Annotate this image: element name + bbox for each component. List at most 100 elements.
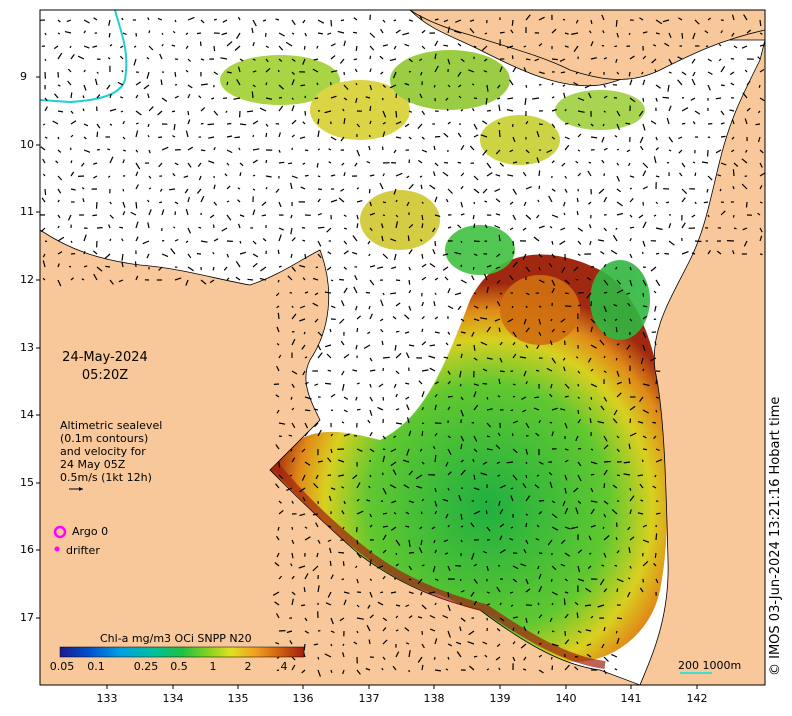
velocity-arrow [70, 160, 73, 164]
velocity-arrow [83, 45, 90, 49]
velocity-arrow [327, 32, 332, 35]
velocity-arrow [564, 487, 567, 494]
velocity-arrow [291, 305, 294, 308]
velocity-arrow [525, 214, 532, 220]
velocity-arrow [42, 123, 46, 126]
velocity-arrow [460, 409, 464, 417]
velocity-arrow [395, 552, 398, 556]
velocity-arrow [382, 131, 386, 138]
velocity-arrow [434, 196, 438, 203]
velocity-arrow [506, 461, 514, 464]
velocity-arrow [404, 82, 410, 86]
velocity-arrow [506, 45, 514, 49]
velocity-arrow [498, 104, 501, 112]
velocity-arrow [730, 149, 735, 153]
velocity-arrow [599, 339, 605, 346]
velocity-arrow [133, 45, 137, 48]
velocity-arrow [523, 626, 527, 632]
velocity-arrow [367, 331, 371, 335]
velocity-arrow [222, 19, 228, 23]
velocity-arrow [220, 57, 228, 60]
velocity-arrow [703, 201, 709, 204]
velocity-arrow [130, 211, 137, 216]
velocity-arrow [274, 562, 280, 567]
velocity-arrow [627, 162, 631, 167]
velocity-arrow [213, 110, 219, 116]
velocity-arrow [106, 84, 111, 90]
velocity-arrow [252, 120, 259, 125]
velocity-arrow [616, 474, 621, 477]
velocity-arrow [395, 121, 402, 125]
velocity-arrow [499, 549, 506, 554]
velocity-arrow [537, 630, 540, 634]
velocity-arrow [457, 84, 462, 88]
velocity-arrow [535, 369, 540, 372]
velocity-arrow [355, 97, 358, 104]
velocity-arrow [418, 159, 423, 164]
velocity-arrow [691, 78, 696, 86]
velocity-arrow [421, 604, 427, 610]
velocity-arrow [573, 487, 579, 493]
velocity-arrow [363, 344, 371, 350]
velocity-arrow [406, 201, 410, 207]
velocity-arrow [720, 210, 726, 216]
velocity-arrow [213, 18, 217, 21]
velocity-arrow [590, 383, 598, 388]
velocity-arrow [291, 407, 295, 411]
velocity-arrow [330, 19, 333, 27]
velocity-arrow [614, 45, 618, 48]
velocity-arrow [482, 120, 488, 125]
velocity-arrow [135, 110, 142, 116]
velocity-arrow [576, 210, 579, 216]
velocity-arrow [639, 587, 644, 593]
velocity-arrow [524, 97, 527, 105]
velocity-arrow [342, 108, 345, 112]
velocity-arrow [187, 110, 190, 116]
velocity-arrow [616, 212, 624, 216]
velocity-arrow [290, 227, 293, 235]
velocity-arrow [641, 71, 644, 75]
velocity-arrow [614, 318, 618, 321]
velocity-arrow [588, 224, 592, 229]
velocity-arrow [96, 148, 100, 151]
velocity-arrow [174, 201, 179, 205]
lat-label-16: 16 [20, 543, 34, 556]
velocity-arrow [200, 58, 205, 61]
velocity-arrow [369, 513, 373, 518]
velocity-arrow [213, 238, 219, 242]
velocity-arrow [303, 587, 306, 593]
velocity-arrow [471, 275, 475, 281]
velocity-arrow [390, 591, 397, 594]
velocity-arrow [731, 119, 735, 125]
velocity-arrow [499, 617, 505, 622]
velocity-arrow [343, 84, 349, 90]
velocity-arrow [402, 32, 410, 36]
velocity-arrow [575, 71, 579, 75]
velocity-arrow [291, 664, 296, 671]
velocity-arrow [104, 253, 111, 259]
lon-label-141: 141 [620, 692, 642, 705]
velocity-arrow [343, 97, 348, 101]
velocity-arrow [317, 429, 322, 437]
velocity-arrow [356, 448, 363, 452]
velocity-arrow [313, 58, 319, 61]
velocity-arrow [406, 404, 410, 411]
velocity-arrow [434, 331, 440, 334]
velocity-arrow [533, 236, 540, 242]
velocity-arrow [408, 70, 412, 73]
velocity-arrow [642, 344, 646, 352]
velocity-arrow [286, 630, 293, 634]
velocity-arrow [525, 513, 529, 516]
velocity-arrow [720, 162, 727, 166]
velocity-arrow [655, 533, 658, 541]
velocity-arrow [200, 240, 208, 243]
velocity-arrow [200, 107, 206, 112]
velocity-arrow [291, 71, 295, 76]
velocity-arrow [655, 32, 660, 35]
velocity-arrow [678, 149, 683, 154]
velocity-arrow [587, 565, 592, 570]
velocity-arrow [429, 184, 436, 190]
velocity-arrow [408, 551, 415, 554]
velocity-arrow [121, 253, 124, 261]
velocity-arrow [174, 162, 179, 166]
